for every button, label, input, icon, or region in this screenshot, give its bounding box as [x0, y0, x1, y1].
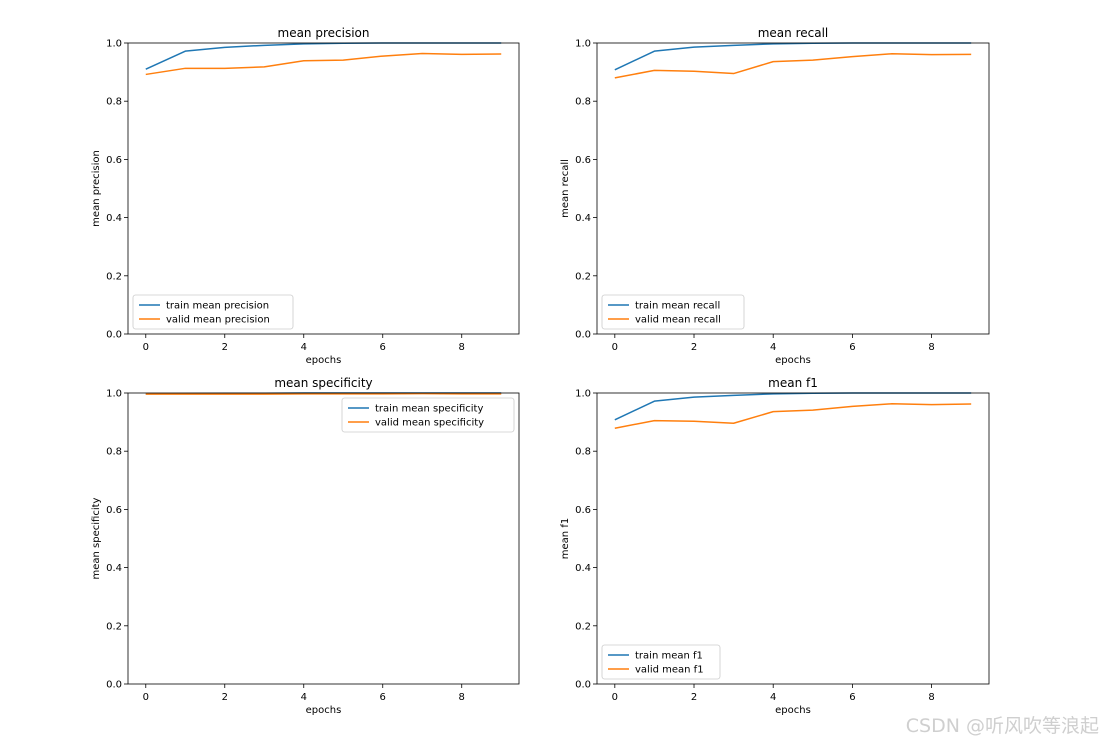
y-axis-label: mean recall: [560, 159, 571, 218]
y-tick-label: 0.6: [106, 155, 122, 166]
chart-panel-2: 0 2 4 6 8 0.0 0.2 0.4 0.6 0.8 1.0 mean recall epochs…: [560, 26, 990, 366]
legend-box: [341, 397, 515, 433]
y-tick-label: 0.8: [575, 447, 591, 458]
y-tick-label: 0.4: [575, 563, 591, 574]
series-line-train: [614, 392, 972, 421]
x-tick-label: 4: [301, 692, 307, 703]
y-tick-label: 0.4: [575, 213, 591, 224]
x-tick-label: 2: [222, 342, 228, 353]
watermark: CSDN @听风吹等浪起: [905, 715, 1099, 737]
y-tick-label: 0.6: [575, 155, 591, 166]
chart-title: mean specificity: [274, 376, 372, 390]
x-tick-label: 0: [143, 692, 149, 703]
y-tick-label: 0.6: [106, 505, 122, 516]
legend-entry: valid mean precision: [166, 315, 270, 326]
y-tick-label: 0.8: [575, 97, 591, 108]
axes-frame: [596, 392, 990, 685]
y-tick-label: 0.2: [575, 271, 591, 282]
y-axis-label: mean specificity: [91, 497, 102, 579]
y-tick-label: 0.0: [106, 680, 122, 691]
legend-entry: train mean recall: [635, 301, 720, 312]
y-tick-label: 0.6: [575, 505, 591, 516]
series-line-train: [614, 42, 972, 71]
series-line-valid: [145, 392, 502, 395]
y-tick-label: 0.0: [575, 330, 591, 341]
x-tick-label: 6: [849, 342, 855, 353]
x-tick-label: 6: [849, 692, 855, 703]
x-tick-label: 4: [301, 342, 307, 353]
x-tick-label: 2: [222, 692, 228, 703]
legend: train mean recall valid mean recall: [601, 294, 745, 330]
x-axis-label: epochs: [775, 705, 811, 716]
x-tick-label: 8: [459, 342, 465, 353]
x-tick-label: 6: [380, 342, 386, 353]
y-tick-label: 0.4: [106, 563, 122, 574]
y-axis-label: mean precision: [91, 150, 102, 227]
legend-entry: train mean f1: [635, 651, 703, 662]
y-tick-label: 0.0: [575, 680, 591, 691]
legend-box: [601, 294, 745, 330]
legend-entry: valid mean f1: [635, 665, 704, 676]
chart-panel-4: 0 2 4 6 8 0.0 0.2 0.4 0.6 0.8 1.0 mean f1 epochs mean…: [560, 376, 990, 716]
x-tick-label: 2: [691, 692, 697, 703]
legend: train mean precision valid mean precision: [132, 294, 294, 330]
legend-entry: valid mean recall: [635, 315, 721, 326]
x-tick-label: 4: [770, 692, 776, 703]
axes-frame: [596, 42, 990, 335]
chart-title: mean precision: [278, 26, 370, 40]
x-tick-label: 8: [928, 342, 934, 353]
legend-box: [601, 644, 721, 680]
legend-entry: valid mean specificity: [375, 418, 484, 429]
x-tick-label: 0: [612, 692, 618, 703]
chart-panel-3: 0 2 4 6 8 0.0 0.2 0.4 0.6 0.8 1.0 mean specificity e…: [91, 376, 520, 716]
x-axis-label: epochs: [306, 355, 342, 366]
legend-box: [132, 294, 294, 330]
x-tick-label: 0: [612, 342, 618, 353]
legend-entry: train mean specificity: [375, 404, 483, 415]
series-line-valid: [614, 403, 972, 429]
legend-entry: train mean precision: [166, 301, 269, 312]
chart-panel-1: 0 2 4 6 8 0.0 0.2 0.4 0.6 0.8 1.0 mean precision epo…: [91, 26, 520, 366]
y-tick-label: 0.4: [106, 213, 122, 224]
y-tick-label: 1.0: [106, 39, 122, 50]
axes-frame: [127, 42, 520, 335]
x-tick-label: 0: [143, 342, 149, 353]
series-line-valid: [614, 53, 972, 79]
y-axis-label: mean f1: [560, 518, 571, 559]
x-axis-label: epochs: [306, 705, 342, 716]
x-tick-label: 4: [770, 342, 776, 353]
chart-title: mean recall: [758, 26, 829, 40]
series-line-train: [145, 42, 502, 70]
y-tick-label: 1.0: [106, 389, 122, 400]
chart-title: mean f1: [768, 376, 818, 390]
x-tick-label: 8: [928, 692, 934, 703]
y-tick-label: 0.8: [106, 97, 122, 108]
legend: train mean f1 valid mean f1: [601, 644, 721, 680]
axes-frame: [127, 392, 520, 685]
y-tick-label: 1.0: [575, 39, 591, 50]
x-tick-label: 2: [691, 342, 697, 353]
y-tick-label: 0.2: [106, 621, 122, 632]
series-line-valid: [145, 52, 502, 76]
y-tick-label: 0.2: [106, 271, 122, 282]
x-tick-label: 6: [380, 692, 386, 703]
y-tick-label: 1.0: [575, 389, 591, 400]
x-tick-label: 8: [459, 692, 465, 703]
legend: train mean specificity valid mean specifi…: [341, 397, 515, 433]
y-tick-label: 0.0: [106, 330, 122, 341]
y-tick-label: 0.8: [106, 447, 122, 458]
x-axis-label: epochs: [775, 355, 811, 366]
y-tick-label: 0.2: [575, 621, 591, 632]
